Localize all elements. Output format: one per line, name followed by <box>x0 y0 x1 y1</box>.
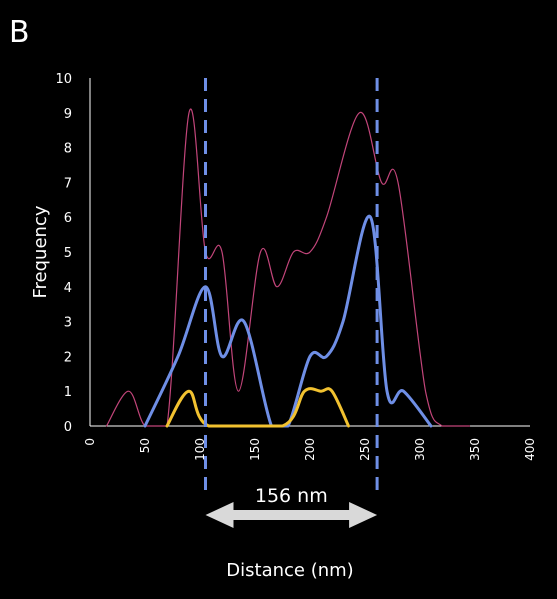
x-tick-label: 0 <box>83 438 97 446</box>
series-line-1 <box>105 108 471 427</box>
y-tick-label: 0 <box>64 420 72 435</box>
x-axis-label: Distance (nm) <box>226 560 353 581</box>
x-tick-label: 250 <box>358 438 372 461</box>
x-tick-label: 100 <box>193 438 207 461</box>
y-tick-label: 10 <box>55 72 72 87</box>
y-tick-label: 4 <box>64 281 72 296</box>
x-tick-label: 400 <box>523 438 537 461</box>
x-tick-label: 300 <box>413 438 427 461</box>
panel-label: B <box>9 15 30 50</box>
y-tick-label: 8 <box>64 142 72 157</box>
y-tick-label: 7 <box>64 176 72 191</box>
double-arrow <box>205 502 378 528</box>
annotation-label: 156 nm <box>255 485 328 507</box>
y-tick-label: 1 <box>64 385 72 400</box>
x-tick-label: 200 <box>303 438 317 461</box>
x-axis: 0 50 100 150 200 250 300 350 400 <box>83 425 537 461</box>
series-line-3 <box>165 387 350 428</box>
y-tick-label: 9 <box>64 107 72 122</box>
y-tick-label: 3 <box>64 316 72 331</box>
y-axis: 0 1 2 3 4 5 6 7 8 9 10 <box>55 72 91 435</box>
y-tick-label: 6 <box>64 211 72 226</box>
x-tick-label: 350 <box>468 438 482 461</box>
y-tick-label: 5 <box>64 246 72 261</box>
y-tick-label: 2 <box>64 350 72 365</box>
y-axis-label: Frequency <box>30 205 51 298</box>
x-tick-label: 150 <box>248 438 262 461</box>
distance-annotation: 156 nm <box>205 485 378 528</box>
distance-markers <box>204 78 379 496</box>
series-line-2 <box>143 214 433 428</box>
series-lines <box>105 108 471 428</box>
x-tick-label: 50 <box>138 438 152 453</box>
